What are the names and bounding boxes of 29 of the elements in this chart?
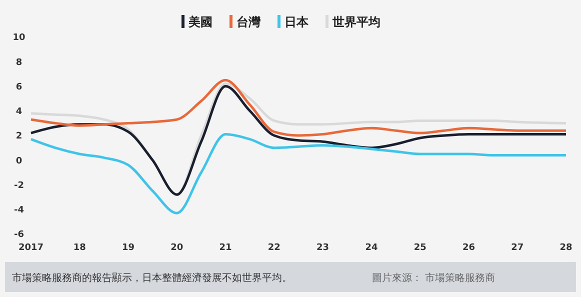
x-tick-label: 22 — [268, 243, 280, 253]
legend-label: 美國 — [188, 15, 212, 29]
y-tick-label: 4 — [16, 107, 22, 118]
x-tick-label: 20 — [170, 243, 184, 253]
x-tick-label: 24 — [365, 243, 378, 253]
y-tick-label: -6 — [14, 230, 24, 240]
x-tick-label: 21 — [219, 243, 232, 253]
text: 圖片來源： 市場策略服務商 — [372, 272, 496, 284]
y-tick-label: -4 — [14, 206, 24, 216]
x-tick-label: 2017 — [18, 243, 44, 253]
legend-label: 世界平均 — [332, 15, 380, 29]
x-tick-label: 18 — [73, 243, 86, 253]
x-tick-label: 23 — [316, 243, 330, 253]
x-tick-label: 27 — [511, 243, 524, 253]
line-series — [30, 78, 568, 137]
y-tick-label: 2 — [16, 132, 22, 142]
y-tick-label: 6 — [16, 82, 22, 92]
y-tick-label: 8 — [16, 58, 22, 68]
y-tick-label: 10 — [12, 33, 26, 44]
x-tick-label: 19 — [122, 243, 135, 253]
line-series — [30, 133, 568, 214]
y-tick-label: -2 — [14, 180, 24, 191]
text: 市場策略服務商的報告顯示，日本整體經濟發展不如世界平均。 — [12, 272, 292, 284]
legend-label: 日本 — [284, 15, 310, 29]
x-tick-label: 28 — [560, 243, 572, 253]
x-tick-label: 25 — [414, 243, 426, 253]
x-tick-label: 26 — [462, 243, 475, 253]
y-tick-label: 0 — [16, 156, 22, 166]
legend-label: 台灣 — [236, 15, 262, 29]
